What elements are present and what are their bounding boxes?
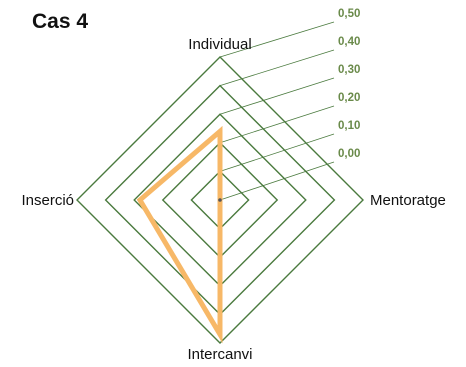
tick-leader	[219, 105, 335, 144]
radar-series	[136, 125, 223, 344]
axis-label-inserció: Inserció	[21, 192, 74, 209]
tick-leader	[219, 49, 335, 86]
tick-leader-lines	[219, 21, 335, 201]
tick-leader	[219, 133, 335, 172]
chart-title: Cas 4	[32, 10, 88, 33]
tick-label: 0,50	[338, 8, 360, 20]
tick-leader	[219, 21, 335, 58]
tick-label: 0,40	[338, 36, 360, 48]
series-line	[136, 125, 223, 344]
tick-leader	[219, 161, 335, 201]
axis-label-intercanvi: Intercanvi	[187, 346, 252, 363]
tick-label: 0,30	[338, 64, 360, 76]
series-point	[138, 198, 142, 202]
tick-label: 0,00	[338, 148, 360, 160]
series-point	[218, 130, 222, 133]
axis-label-mentoratge: Mentoratge	[370, 192, 446, 209]
grid-ring	[76, 56, 364, 344]
axis-labels: Individual Mentoratge Intercanvi Inserció	[21, 36, 445, 363]
tick-label: 0,20	[338, 92, 360, 104]
center-point	[218, 198, 222, 202]
tick-labels: 0,00 0,10 0,20 0,30 0,40 0,50	[338, 8, 360, 160]
tick-leader	[219, 77, 335, 115]
series-point	[218, 333, 222, 336]
tick-label: 0,10	[338, 120, 360, 132]
axis-label-individual: Individual	[188, 36, 251, 53]
